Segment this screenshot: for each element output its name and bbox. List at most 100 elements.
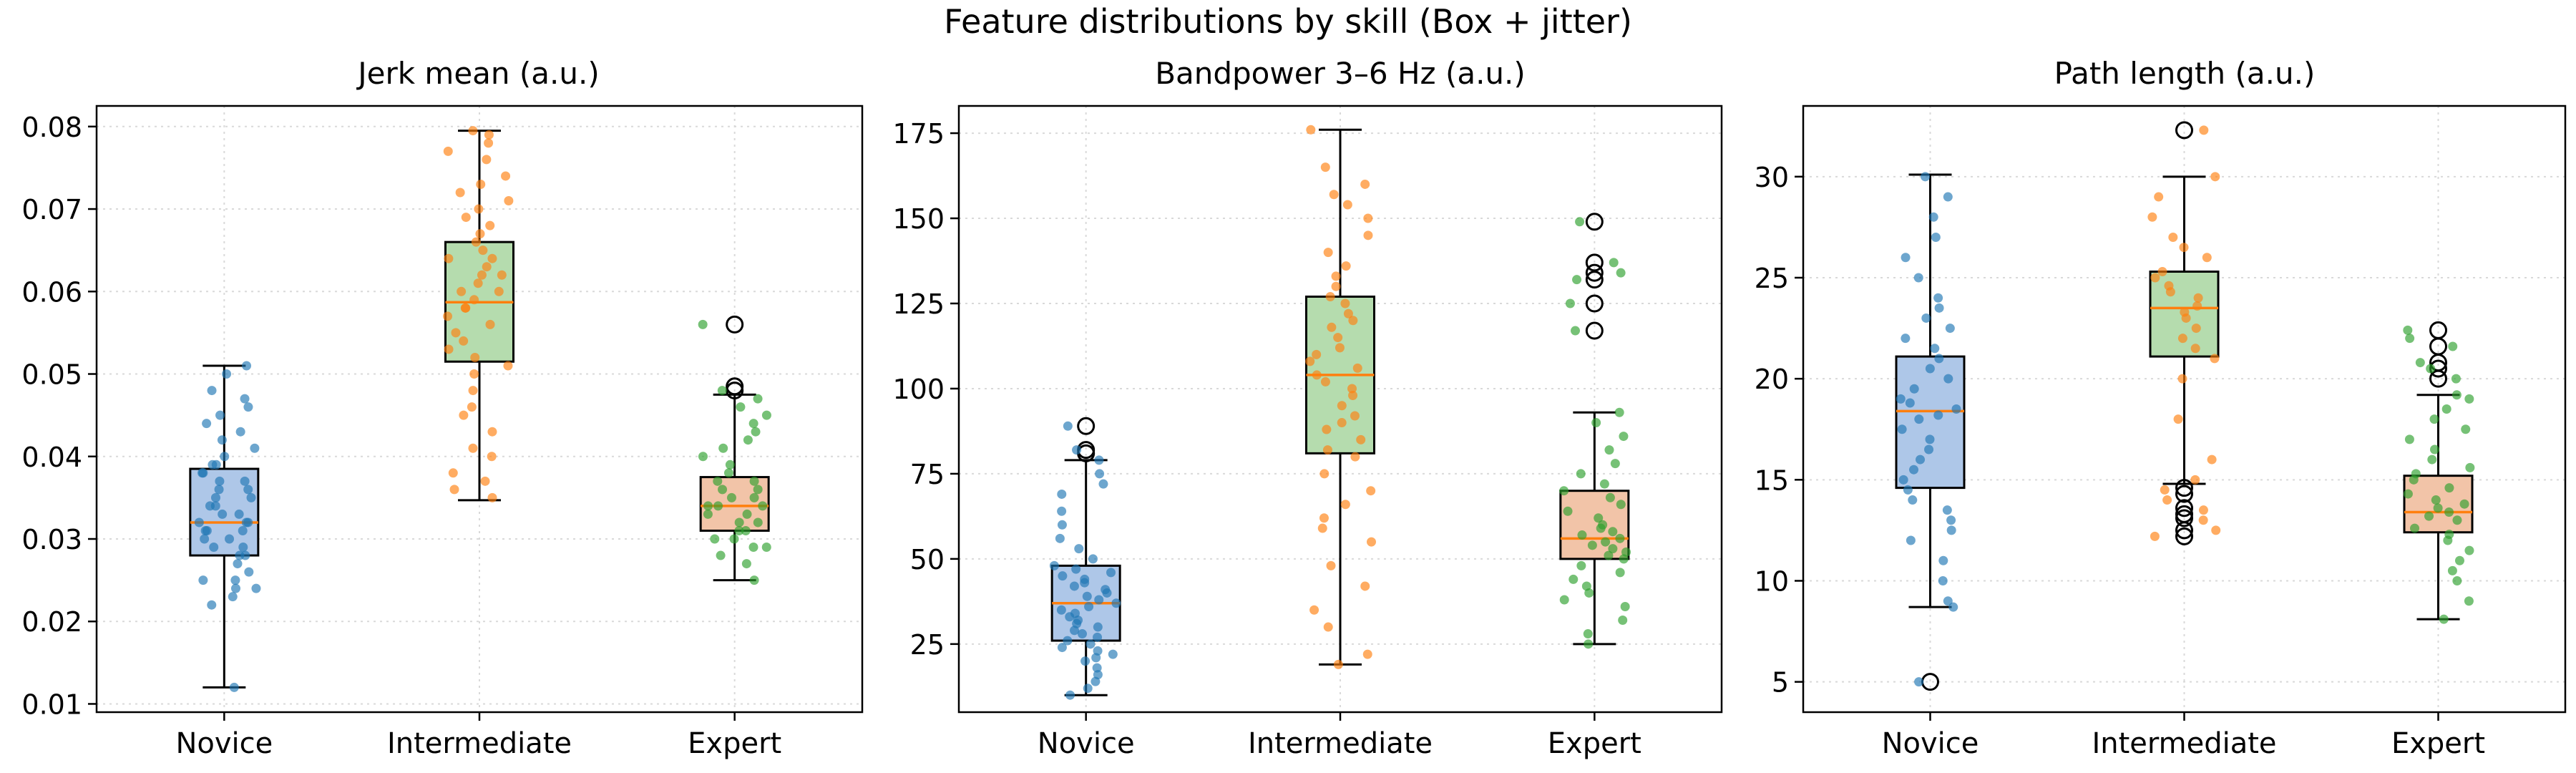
- data-point: [1101, 585, 1111, 595]
- data-point: [1610, 459, 1620, 469]
- data-point: [1085, 639, 1096, 649]
- data-point: [1583, 629, 1593, 639]
- data-point: [1092, 663, 1102, 673]
- data-point: [1312, 370, 1322, 380]
- data-point: [1591, 418, 1601, 428]
- data-point: [2441, 404, 2451, 414]
- data-point: [736, 402, 746, 412]
- data-point: [1065, 690, 1075, 700]
- y-tick-label: 0.02: [21, 606, 82, 638]
- data-point: [200, 525, 210, 535]
- data-point: [1599, 479, 1609, 489]
- box-intermediate: [2149, 121, 2220, 545]
- data-point: [698, 452, 708, 462]
- data-point: [222, 369, 232, 379]
- data-point: [1082, 591, 1092, 601]
- data-point: [1604, 445, 1614, 455]
- data-point: [1366, 486, 1376, 496]
- data-point: [1333, 333, 1343, 343]
- data-point: [241, 517, 251, 528]
- data-point: [2426, 364, 2436, 374]
- data-point: [2164, 281, 2174, 291]
- data-point: [1340, 298, 1350, 308]
- data-point: [468, 443, 478, 453]
- data-point: [1071, 564, 1081, 574]
- data-point: [743, 435, 753, 445]
- data-point: [1095, 469, 1105, 479]
- data-point: [1938, 555, 1948, 565]
- x-tick-label: Intermediate: [387, 727, 572, 760]
- data-point: [1077, 629, 1087, 639]
- outlier-marker: [2175, 479, 2193, 497]
- data-point: [215, 410, 225, 420]
- y-tick-label: 125: [892, 288, 945, 320]
- data-point: [1325, 291, 1335, 301]
- data-point: [228, 592, 238, 602]
- outlier-marker: [2175, 527, 2193, 545]
- data-point: [725, 460, 735, 470]
- data-point: [443, 146, 453, 156]
- data-point: [1063, 636, 1073, 646]
- data-point: [1094, 455, 1104, 465]
- data-point: [2150, 273, 2160, 283]
- outlier-marker: [2429, 369, 2447, 388]
- data-point: [240, 476, 250, 486]
- data-point: [1326, 560, 1336, 570]
- panel-jerk-mean: Jerk mean (a.u.) 0.010.020.030.040.050.0…: [21, 56, 864, 760]
- data-point: [1621, 547, 1631, 557]
- data-point: [2154, 192, 2164, 202]
- data-point: [1348, 390, 1358, 400]
- data-point: [2202, 253, 2212, 263]
- outlier-marker: [1585, 213, 1604, 231]
- data-point: [1594, 513, 1604, 523]
- data-point: [1098, 479, 1108, 489]
- data-point: [2427, 454, 2437, 465]
- data-point: [1093, 670, 1103, 680]
- data-point: [749, 476, 759, 486]
- data-point: [1057, 520, 1067, 530]
- data-point: [2173, 414, 2183, 424]
- data-point: [1897, 424, 1907, 434]
- data-point: [444, 344, 454, 354]
- data-point: [713, 501, 723, 511]
- data-point: [457, 286, 467, 296]
- data-point: [2464, 394, 2474, 404]
- data-point: [723, 468, 733, 478]
- data-point: [1896, 394, 1906, 404]
- data-point: [449, 485, 459, 495]
- data-point: [1360, 179, 1370, 189]
- y-tick-label: 20: [1755, 364, 1789, 395]
- data-point: [1925, 434, 1935, 444]
- outlier-marker: [2175, 121, 2193, 140]
- data-point: [1615, 568, 1625, 578]
- jitter-points-intermediate: [442, 126, 514, 502]
- data-point: [1921, 172, 1931, 182]
- y-tick-label: 0.07: [21, 194, 82, 225]
- data-point: [1931, 233, 1941, 243]
- data-point: [1320, 162, 1330, 172]
- data-point: [1084, 601, 1094, 611]
- data-point: [1924, 444, 1934, 454]
- data-point: [1305, 356, 1315, 366]
- data-point: [448, 468, 458, 478]
- outlier-marker: [1585, 321, 1604, 340]
- data-point: [1331, 271, 1341, 281]
- outlier-marker: [2429, 321, 2447, 339]
- data-point: [2410, 523, 2420, 533]
- data-point: [1587, 540, 1597, 550]
- data-point: [230, 583, 240, 593]
- y-tick-label: 150: [892, 203, 945, 235]
- data-point: [480, 476, 490, 486]
- data-point: [1909, 465, 1919, 475]
- data-point: [234, 509, 244, 519]
- y-tick-label: 0.03: [21, 524, 82, 555]
- data-point: [485, 319, 495, 329]
- data-point: [442, 311, 452, 321]
- data-point: [235, 550, 245, 560]
- panel-bandpower: Bandpower 3–6 Hz (a.u.) 25 50 75 100 125 150 1…: [892, 56, 1723, 760]
- data-point: [1335, 343, 1345, 353]
- data-point: [1057, 506, 1067, 516]
- data-point: [1608, 544, 1618, 554]
- data-point: [468, 386, 478, 396]
- data-point: [1948, 602, 1958, 612]
